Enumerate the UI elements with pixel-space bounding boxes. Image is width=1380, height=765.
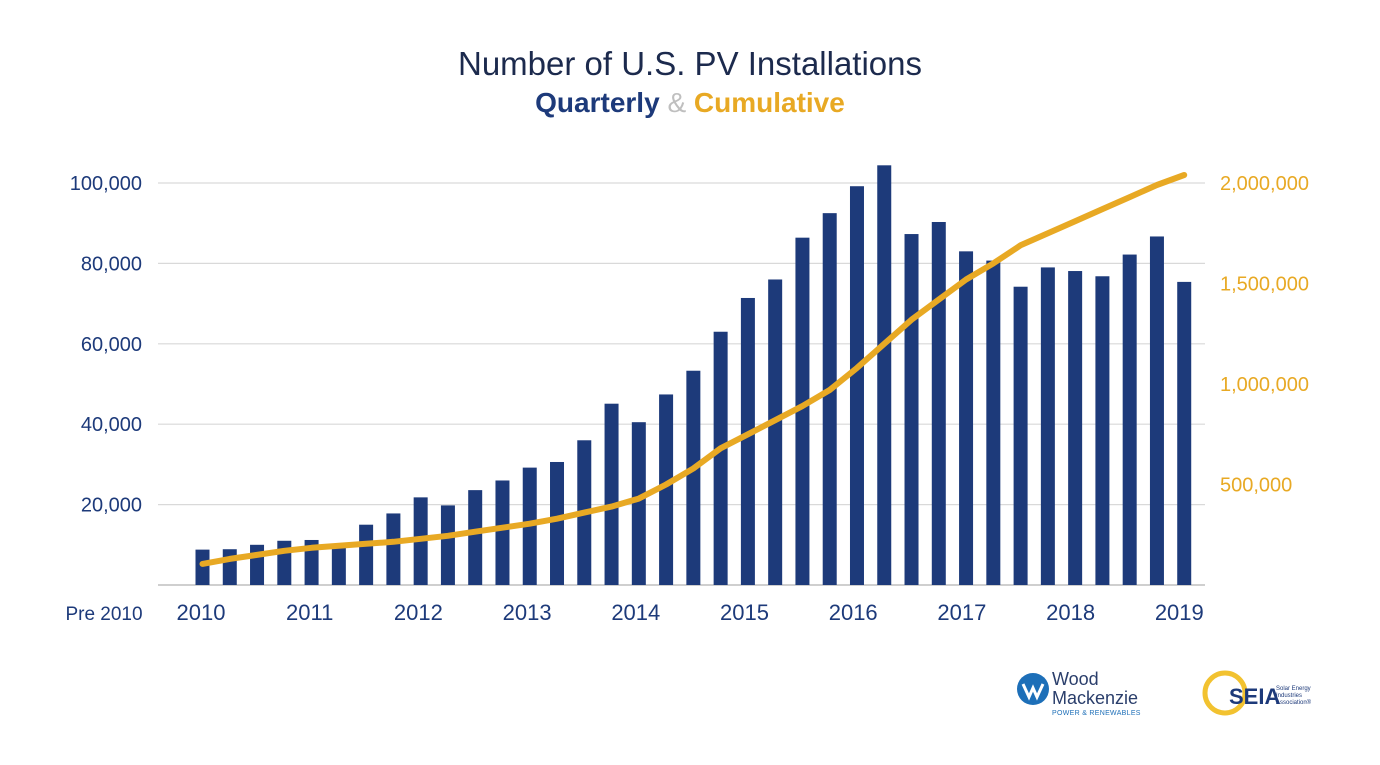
x-tick-2018: 2018 — [1046, 600, 1095, 625]
bar-18 — [686, 370, 701, 585]
bar-16 — [631, 422, 646, 585]
bar-25 — [877, 165, 892, 585]
x-tick-2014: 2014 — [611, 600, 660, 625]
bar-series — [195, 165, 1192, 585]
x-tick-2011: 2011 — [286, 600, 333, 625]
woodmac-line2: Mackenzie — [1052, 688, 1139, 708]
bar-15 — [604, 403, 619, 585]
y-right-tick-0: 2,000,000 — [1220, 173, 1309, 195]
woodmac-line1: Wood — [1052, 669, 1099, 689]
y-left-tick-1: 80,000 — [81, 253, 142, 275]
bar-22 — [795, 237, 810, 585]
subtitle-ampersand: & — [667, 87, 687, 118]
x-tick-pre2010: Pre 2010 — [65, 604, 142, 625]
subtitle-cumulative: Cumulative — [693, 87, 845, 118]
bar-11 — [495, 480, 510, 585]
bar-34 — [1122, 254, 1137, 585]
y-right-tick-1: 1,500,000 — [1220, 274, 1309, 296]
woodmac-name: Wood Mackenzie — [1052, 670, 1138, 708]
bar-32 — [1068, 271, 1083, 585]
bar-7 — [386, 513, 401, 585]
bar-33 — [1095, 276, 1110, 585]
y-left-tick-2: 60,000 — [81, 334, 142, 356]
x-tick-2012: 2012 — [394, 600, 443, 625]
y-right-tick-2: 1,000,000 — [1220, 374, 1309, 396]
y-left-tick-4: 20,000 — [81, 495, 142, 517]
y-left-tick-0: 100,000 — [70, 173, 142, 195]
bar-10 — [468, 490, 483, 585]
bar-28 — [959, 251, 974, 585]
bar-0 — [195, 549, 210, 585]
gridlines — [158, 182, 1205, 586]
cumulative-line — [199, 172, 1188, 567]
bar-6 — [359, 524, 374, 585]
woodmac-logo-icon — [1017, 673, 1049, 705]
bar-1 — [222, 549, 237, 585]
bar-27 — [931, 221, 946, 585]
bar-31 — [1040, 267, 1055, 585]
x-tick-2010: 2010 — [177, 600, 226, 625]
bar-29 — [986, 260, 1001, 585]
y-right-tick-3: 500,000 — [1220, 475, 1292, 497]
x-tick-2016: 2016 — [829, 600, 878, 625]
bar-23 — [822, 213, 837, 585]
title-block: Number of U.S. PV Installations Quarterl… — [0, 44, 1380, 122]
bar-24 — [849, 186, 864, 585]
bar-35 — [1149, 236, 1164, 585]
chart-subtitle: Quarterly & Cumulative — [0, 84, 1380, 122]
bar-4 — [304, 539, 319, 585]
y-left-tick-3: 40,000 — [81, 414, 142, 436]
bar-13 — [550, 461, 565, 585]
x-tick-2013: 2013 — [503, 600, 552, 625]
bar-2 — [250, 544, 265, 585]
x-tick-2015: 2015 — [720, 600, 769, 625]
seia-subtitle: Solar Energy Industries Association® — [1276, 686, 1312, 706]
bar-9 — [440, 505, 455, 585]
x-tick-2019: 2019 — [1155, 600, 1204, 625]
bar-26 — [904, 234, 919, 585]
bar-17 — [659, 394, 674, 585]
seia-logo-text: SEIA — [1229, 684, 1281, 709]
bar-20 — [740, 297, 755, 585]
woodmac-subtitle: POWER & RENEWABLES — [1052, 710, 1141, 717]
bar-21 — [768, 279, 783, 585]
axis-labels: 100,000 80,000 60,000 40,000 20,000 2,000,000… — [65, 173, 1309, 625]
x-tick-2017: 2017 — [937, 600, 986, 625]
bar-30 — [1013, 286, 1028, 585]
subtitle-quarterly: Quarterly — [535, 87, 660, 118]
logos: Wood Mackenzie POWER & RENEWABLES SEIA S… — [1012, 668, 1342, 724]
bar-36 — [1177, 281, 1192, 585]
bar-19 — [713, 331, 728, 585]
chart-title: Number of U.S. PV Installations — [457, 45, 923, 82]
bar-5 — [331, 547, 346, 585]
line-series — [199, 172, 1188, 567]
seia-sun-icon — [1202, 670, 1248, 716]
